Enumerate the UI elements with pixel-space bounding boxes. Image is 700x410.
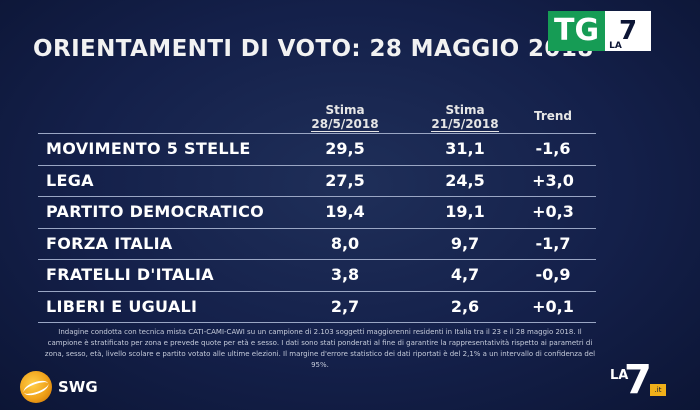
header-stima-21-top: Stima <box>445 103 485 117</box>
stima-21-value: 2,6 <box>450 296 480 316</box>
la7-bottom-it: .it <box>650 384 666 396</box>
stima-21-value: 4,7 <box>450 265 480 284</box>
table-row: PARTITO DEMOCRATICO 19,4 19,1 +0,3 <box>38 196 596 228</box>
swg-globe-icon <box>20 371 52 403</box>
trend-value: -0,9 <box>535 265 571 284</box>
party-name: MOVIMENTO 5 STELLE <box>46 139 251 158</box>
la7-it-logo: LA 7 .it <box>610 358 668 402</box>
table-row: LEGA 27,5 24,5 +3,0 <box>38 164 596 197</box>
header-stima-21: Stima 21/5/2018 <box>428 103 502 132</box>
stima-21-value: 31,1 <box>445 139 485 158</box>
table-row: FORZA ITALIA 8,0 9,7 -1,7 <box>38 227 596 260</box>
table-header: Stima 28/5/2018 Stima 21/5/2018 Trend <box>38 103 596 133</box>
la7-logo-mark: LA 7 <box>605 11 652 51</box>
party-name: FRATELLI D'ITALIA <box>46 265 214 284</box>
trend-value: +0,1 <box>532 296 574 316</box>
stima-28-value: 2,7 <box>330 296 360 316</box>
swg-logo-text: SWG <box>58 378 98 396</box>
party-name: PARTITO DEMOCRATICO <box>46 202 265 221</box>
trend-value: +3,0 <box>532 170 574 190</box>
party-name: LIBERI E UGUALI <box>46 296 198 316</box>
stima-28-value: 19,4 <box>325 202 365 221</box>
stima-28-value: 27,5 <box>325 170 365 190</box>
trend-value: -1,7 <box>535 233 571 253</box>
header-stima-28-top: Stima <box>325 103 365 117</box>
stima-28-value: 3,8 <box>330 265 360 284</box>
table-row: MOVIMENTO 5 STELLE 29,5 31,1 -1,6 <box>38 133 596 165</box>
header-stima-28: Stima 28/5/2018 <box>308 103 382 132</box>
methodology-footnote: Indagine condotta con tecnica mista CATI… <box>44 328 596 369</box>
la7-bottom-la: LA <box>610 368 629 383</box>
tg-logo-text: TG <box>548 11 606 51</box>
header-stima-28-date: 28/5/2018 <box>311 117 379 132</box>
party-name: LEGA <box>46 170 94 190</box>
stima-28-value: 8,0 <box>330 233 360 253</box>
page-title: ORIENTAMENTI DI VOTO: 28 MAGGIO 2018 <box>33 36 594 62</box>
la7-bottom-seven: 7 <box>624 357 652 403</box>
stima-28-value: 29,5 <box>325 139 365 158</box>
party-name: FORZA ITALIA <box>46 233 173 253</box>
tg-la7-logo: TG LA 7 <box>548 11 652 51</box>
la7-logo-la: LA <box>609 41 622 51</box>
swg-logo: SWG <box>20 371 98 403</box>
trend-value: +0,3 <box>532 202 574 221</box>
table-row: LIBERI E UGUALI 2,7 2,6 +0,1 <box>38 290 596 323</box>
poll-table: Stima 28/5/2018 Stima 21/5/2018 Trend MO… <box>38 103 596 323</box>
la7-logo-seven: 7 <box>619 16 638 46</box>
stima-21-value: 19,1 <box>445 202 485 221</box>
stima-21-value: 9,7 <box>450 233 480 253</box>
trend-value: -1,6 <box>535 139 571 158</box>
header-stima-21-date: 21/5/2018 <box>431 117 499 132</box>
header-trend: Trend <box>533 109 573 123</box>
table-row: FRATELLI D'ITALIA 3,8 4,7 -0,9 <box>38 259 596 291</box>
stima-21-value: 24,5 <box>445 170 485 190</box>
